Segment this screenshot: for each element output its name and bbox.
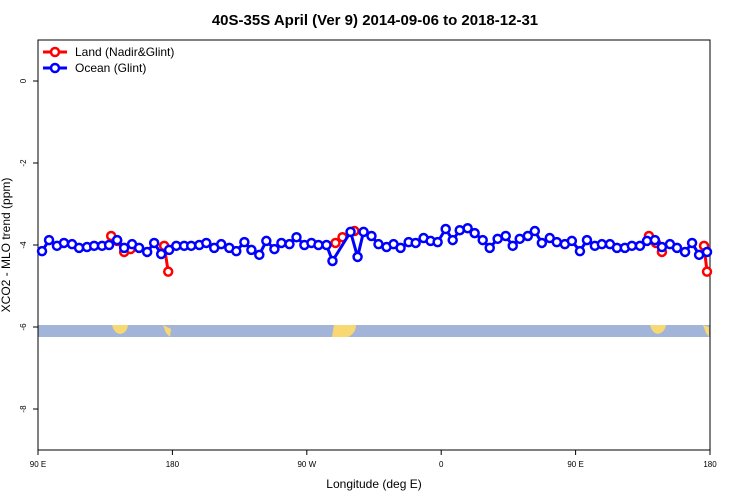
- series-point: [671, 242, 683, 254]
- x-tick-label: 90 E: [567, 460, 583, 469]
- series-point: [58, 237, 70, 249]
- legend-marker: [49, 46, 61, 58]
- series-point: [440, 223, 451, 235]
- series-point: [596, 238, 608, 250]
- series-point: [701, 246, 713, 258]
- x-tick-label: 0: [439, 460, 444, 469]
- series-point: [492, 233, 503, 245]
- series-point: [327, 255, 338, 267]
- series-point: [215, 238, 227, 250]
- series-point: [133, 242, 145, 254]
- y-tick-label: -8: [19, 405, 28, 413]
- series-point: [345, 226, 356, 238]
- series-point: [231, 245, 242, 257]
- series-point: [634, 240, 646, 252]
- series-point: [679, 246, 691, 258]
- series-point: [239, 236, 250, 248]
- y-tick-label: -6: [19, 323, 28, 331]
- chart-title: 40S-35S April (Ver 9) 2014-09-06 to 2018…: [212, 12, 538, 29]
- series-point: [366, 230, 377, 242]
- series-point: [581, 234, 593, 246]
- series-point: [514, 233, 525, 245]
- series-point: [330, 237, 341, 249]
- series-point: [141, 246, 153, 258]
- series-point: [118, 242, 130, 254]
- series-point: [447, 234, 458, 246]
- series-point: [358, 226, 369, 238]
- legend-label: Ocean (Glint): [75, 61, 146, 75]
- series-point: [103, 239, 115, 251]
- series-point: [111, 234, 123, 246]
- y-tick-label: 0: [19, 78, 28, 83]
- map-strip: [38, 325, 710, 337]
- legend-marker: [49, 62, 61, 74]
- y-tick-label: -2: [19, 159, 28, 167]
- series-point: [536, 237, 548, 249]
- series-point: [574, 245, 586, 257]
- series-point: [410, 237, 421, 249]
- x-axis-label: Longitude (deg E): [326, 477, 421, 491]
- series-point: [261, 235, 272, 247]
- series-point: [656, 241, 668, 253]
- x-tick-label: 90 W: [297, 460, 316, 469]
- series-point: [649, 234, 661, 246]
- series-point: [477, 234, 488, 246]
- series-point: [626, 240, 638, 252]
- series-point: [246, 244, 257, 256]
- series-point: [522, 230, 534, 242]
- series-point: [284, 238, 295, 250]
- series-point: [373, 238, 384, 250]
- x-tick-label: 180: [703, 460, 717, 469]
- series-point: [36, 245, 48, 257]
- series-point: [701, 266, 713, 277]
- series-point: [291, 231, 302, 243]
- series-point: [313, 239, 324, 251]
- series-point: [462, 222, 473, 234]
- series-point: [254, 249, 265, 261]
- series-point: [395, 242, 406, 254]
- series-point: [529, 225, 541, 237]
- series-point: [551, 236, 563, 248]
- series-point: [352, 251, 363, 263]
- x-tick-label: 90 E: [30, 460, 46, 469]
- series-point: [43, 234, 55, 246]
- series-point: [507, 240, 518, 252]
- series-point: [432, 236, 443, 248]
- legend-label: Land (Nadir&Glint): [75, 45, 174, 59]
- series-point: [321, 239, 332, 251]
- series-point: [686, 237, 698, 249]
- x-tick-label: 180: [166, 460, 180, 469]
- series-point: [162, 266, 174, 277]
- series-point: [469, 227, 480, 239]
- series-point: [201, 237, 212, 249]
- y-axis-label: XCO2 - MLO trend (ppm): [0, 178, 13, 313]
- series-point: [269, 243, 280, 255]
- series-point: [500, 230, 511, 242]
- series-point: [185, 240, 197, 252]
- series-point: [566, 235, 578, 247]
- y-tick-label: -4: [19, 241, 28, 249]
- series-point: [155, 248, 167, 260]
- series-point: [148, 237, 160, 249]
- series-point: [484, 242, 495, 254]
- series-point: [276, 237, 287, 249]
